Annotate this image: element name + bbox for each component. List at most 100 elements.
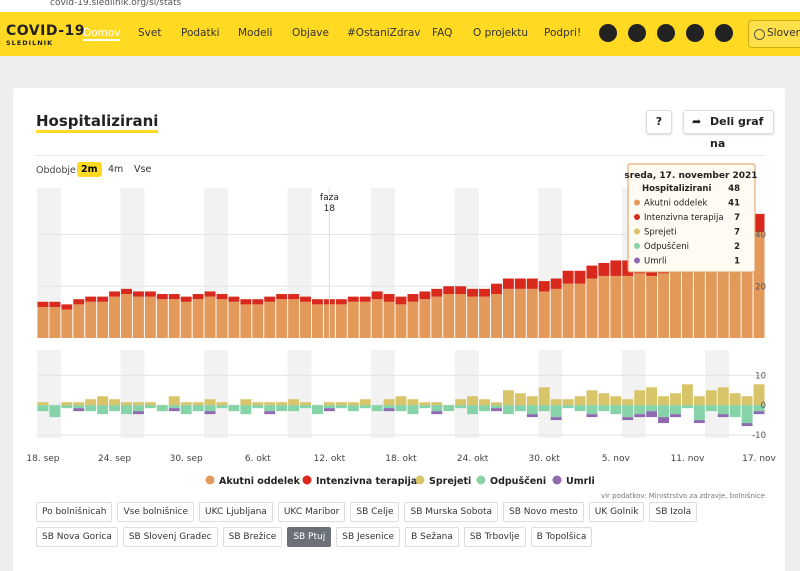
tooltip-value: 7 — [734, 213, 740, 223]
bar — [323, 402, 335, 406]
weekend-band — [216, 350, 228, 438]
bar — [37, 306, 49, 338]
social-icon[interactable] — [657, 24, 675, 42]
hospital-button[interactable]: SB Novo mesto — [503, 502, 584, 522]
hospital-button[interactable]: B Topolšica — [530, 527, 593, 547]
bar — [681, 405, 693, 409]
hospital-button[interactable]: SB Slovenj Gradec — [122, 527, 218, 547]
nav-item[interactable]: O projektu — [473, 27, 529, 39]
hospital-button[interactable]: SB Brežice — [222, 527, 283, 547]
nav-item[interactable]: Objave — [292, 27, 329, 39]
address-bar[interactable]: covid-19.sledilnik.org/sl/stats — [0, 0, 800, 12]
bar — [132, 402, 144, 406]
bar — [347, 405, 359, 412]
hospital-button[interactable]: SB Celje — [350, 502, 400, 522]
bar — [288, 294, 300, 300]
bar — [276, 299, 288, 338]
annotation: faza — [320, 193, 339, 203]
hospital-button[interactable]: SB Izola — [649, 502, 698, 522]
nav-item[interactable]: Modeli — [238, 27, 273, 39]
bar — [311, 299, 323, 305]
bar — [455, 405, 467, 409]
social-icon[interactable] — [715, 24, 733, 42]
bar — [73, 304, 85, 338]
logo[interactable]: COVID-19 — [6, 23, 86, 39]
bar — [407, 294, 419, 302]
share-button[interactable]: ➦ Deli graf na — [683, 110, 774, 150]
language: Sloven — [767, 27, 800, 39]
bar — [73, 299, 85, 305]
bar — [646, 387, 658, 406]
bar — [335, 299, 347, 305]
bar — [681, 268, 693, 338]
share-icon: ➦ — [692, 115, 702, 128]
bar — [717, 414, 729, 418]
bar — [693, 265, 705, 338]
bar — [49, 306, 61, 338]
tooltip-label: Hospitalizirani — [642, 184, 711, 194]
bar — [240, 304, 252, 338]
hospital-button[interactable]: SB Nova Gorica — [36, 527, 118, 547]
bar — [49, 301, 61, 307]
bar — [204, 296, 216, 338]
hospital-button[interactable]: UK Golnik — [588, 502, 645, 522]
y-tick-label: 10 — [755, 371, 766, 381]
hospital-button[interactable]: Vse bolnišnice — [117, 502, 195, 522]
social-icon[interactable] — [686, 24, 704, 42]
weekend-band — [120, 188, 133, 338]
hospital-button[interactable]: B Sežana — [405, 527, 459, 547]
bar — [395, 396, 407, 406]
bar — [109, 291, 121, 297]
bar — [634, 390, 646, 406]
bar — [658, 405, 670, 418]
bar — [705, 263, 717, 338]
bar — [347, 402, 359, 406]
bar — [97, 296, 109, 302]
hospital-button[interactable]: SB Jesenice — [336, 527, 401, 547]
nav-item[interactable]: Domov — [83, 27, 121, 41]
nav-item[interactable]: FAQ — [432, 27, 453, 39]
bar — [526, 414, 538, 418]
weekend-band — [132, 188, 145, 338]
bar — [347, 296, 359, 302]
x-tick-label: 18. sep — [26, 454, 59, 464]
nav-item[interactable]: Podatki — [181, 27, 220, 39]
x-tick-label: 17. nov — [742, 454, 776, 464]
hospital-button[interactable]: UKC Ljubljana — [199, 502, 273, 522]
bar — [300, 296, 311, 302]
bar — [431, 288, 443, 297]
hospital-button[interactable]: SB Ptuj — [287, 527, 332, 547]
hospital-button[interactable]: SB Trbovlje — [463, 527, 526, 547]
language-select[interactable]: Sloven — [748, 20, 800, 48]
period-button[interactable]: Vse — [134, 164, 152, 175]
hospital-button[interactable]: UKC Maribor — [277, 502, 346, 522]
bar — [192, 405, 204, 412]
nav-item[interactable]: Svet — [138, 27, 162, 39]
bar — [514, 393, 526, 406]
bar — [646, 405, 658, 412]
nav-item[interactable]: Podpri! — [544, 27, 582, 39]
help-button[interactable]: ? — [646, 110, 672, 134]
tooltip-marker — [634, 243, 640, 249]
bar — [514, 278, 526, 289]
bar — [622, 275, 634, 338]
nav-item[interactable]: #OstaniZdrav — [347, 27, 421, 39]
social-icon[interactable] — [628, 24, 646, 42]
bar — [37, 402, 49, 406]
hospital-button[interactable]: SB Murska Sobota — [404, 502, 499, 522]
bar — [658, 396, 670, 406]
period-button[interactable]: 2m — [77, 162, 102, 177]
bar — [646, 411, 658, 418]
bar — [634, 405, 646, 415]
hospital-button[interactable]: Po bolnišnicah — [36, 502, 113, 522]
period-button[interactable]: 4m — [108, 164, 124, 175]
bar — [61, 304, 73, 310]
social-icon[interactable] — [599, 24, 617, 42]
bar — [693, 396, 705, 406]
tooltip-label: Sprejeti — [644, 228, 677, 238]
bar — [419, 299, 431, 338]
weekend-band — [120, 350, 133, 438]
tooltip-value: 41 — [728, 199, 740, 209]
bar — [156, 299, 168, 338]
